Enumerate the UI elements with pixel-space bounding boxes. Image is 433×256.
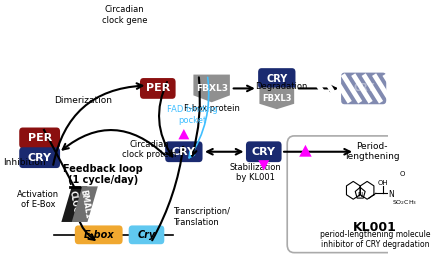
Text: CRY: CRY bbox=[28, 153, 52, 163]
Text: period-lengthening molecule
inhibitor of CRY degradation: period-lengthening molecule inhibitor of… bbox=[320, 230, 430, 250]
Text: FBXL3: FBXL3 bbox=[196, 84, 228, 93]
Text: Circadian
clock protein: Circadian clock protein bbox=[122, 140, 176, 159]
Text: Degradation: Degradation bbox=[255, 82, 307, 91]
Text: CRY: CRY bbox=[252, 147, 276, 157]
Text: Inhibition: Inhibition bbox=[3, 158, 45, 167]
Text: BMAL1: BMAL1 bbox=[78, 189, 92, 219]
Text: PER: PER bbox=[145, 83, 170, 93]
Polygon shape bbox=[61, 186, 87, 222]
Text: KL001: KL001 bbox=[353, 221, 397, 234]
FancyBboxPatch shape bbox=[75, 226, 123, 244]
FancyBboxPatch shape bbox=[287, 136, 433, 253]
Polygon shape bbox=[299, 145, 312, 157]
Text: FAD binding
pocket: FAD binding pocket bbox=[167, 105, 218, 125]
Text: Cry: Cry bbox=[137, 230, 155, 240]
Text: Stabilization
by KL001: Stabilization by KL001 bbox=[229, 163, 281, 182]
Text: Circadian
clock gene: Circadian clock gene bbox=[102, 5, 148, 25]
Text: PER: PER bbox=[28, 133, 52, 143]
Text: O: O bbox=[400, 172, 405, 177]
FancyBboxPatch shape bbox=[19, 127, 60, 148]
Text: Activation
of E-Box: Activation of E-Box bbox=[17, 189, 59, 209]
Text: CRY: CRY bbox=[353, 83, 374, 93]
Polygon shape bbox=[259, 160, 269, 170]
Polygon shape bbox=[72, 186, 98, 222]
Text: E-box: E-box bbox=[84, 230, 114, 240]
Text: F-box protein: F-box protein bbox=[184, 104, 239, 113]
Text: Dimerization: Dimerization bbox=[54, 96, 112, 105]
FancyBboxPatch shape bbox=[140, 78, 176, 99]
Text: OH: OH bbox=[378, 180, 388, 186]
FancyBboxPatch shape bbox=[258, 68, 295, 89]
Text: CLOCK: CLOCK bbox=[68, 189, 81, 219]
Polygon shape bbox=[259, 88, 294, 109]
Text: Feedback loop
(1 cycle/day): Feedback loop (1 cycle/day) bbox=[63, 164, 143, 185]
Text: CRY: CRY bbox=[266, 73, 288, 83]
Text: SO$_2$CH$_3$: SO$_2$CH$_3$ bbox=[392, 198, 417, 207]
FancyBboxPatch shape bbox=[165, 141, 203, 162]
Polygon shape bbox=[194, 74, 230, 102]
Polygon shape bbox=[178, 129, 189, 139]
Text: CRY: CRY bbox=[172, 147, 196, 157]
FancyBboxPatch shape bbox=[246, 141, 281, 162]
Text: Transcription/
Translation: Transcription/ Translation bbox=[173, 207, 229, 227]
FancyBboxPatch shape bbox=[19, 147, 60, 168]
Text: N: N bbox=[358, 192, 363, 198]
Text: FBXL3: FBXL3 bbox=[262, 94, 291, 103]
FancyBboxPatch shape bbox=[129, 226, 164, 244]
Text: N: N bbox=[388, 190, 394, 199]
FancyBboxPatch shape bbox=[341, 73, 386, 104]
Text: Period-
lengthening: Period- lengthening bbox=[345, 142, 400, 162]
